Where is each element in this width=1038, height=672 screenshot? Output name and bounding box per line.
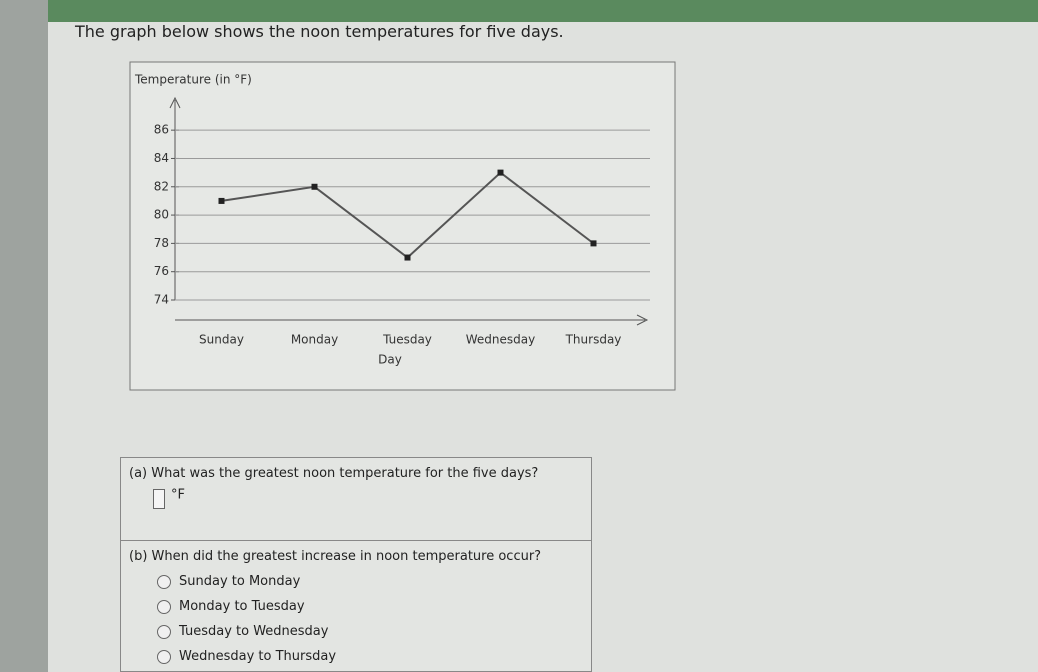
question-text: (b) When did the greatest increase in no…: [129, 549, 542, 564]
y-tick-label: 82: [154, 179, 169, 193]
intro-text: The graph below shows the noon temperatu…: [75, 22, 564, 41]
chart-frame: [129, 61, 676, 391]
x-tick-label: Wednesday: [466, 333, 535, 347]
x-tick-label: Thursday: [565, 333, 622, 347]
unit: °F: [171, 487, 185, 503]
y-axis-label: Temperature (in °F): [134, 73, 252, 87]
x-axis-label: Day: [378, 353, 402, 367]
data-point: [590, 240, 597, 247]
side-bar: [0, 0, 48, 672]
y-tick-label: 80: [154, 208, 169, 222]
data-point: [497, 169, 504, 176]
option-label: Monday to Tuesday: [179, 599, 305, 614]
answer-input[interactable]: [153, 489, 165, 509]
option-label: Tuesday to Wednesday: [179, 624, 329, 639]
option[interactable]: Sunday to Monday: [157, 574, 583, 589]
question-b: (b) When did the greatest increase in no…: [120, 540, 592, 672]
data-point: [218, 197, 225, 204]
y-tick-label: 76: [154, 264, 169, 278]
radio[interactable]: [157, 574, 171, 589]
y-tick-label: 74: [154, 293, 169, 307]
option[interactable]: Wednesday to Thursday: [157, 649, 583, 664]
question-a: (a) What was the greatest noon temperatu…: [120, 457, 592, 541]
y-arrow: [169, 96, 181, 109]
question-text: (a) What was the greatest noon temperatu…: [129, 466, 539, 481]
option[interactable]: Monday to Tuesday: [157, 599, 583, 614]
y-tick-label: 78: [154, 236, 169, 250]
x-tick-label: Tuesday: [382, 333, 432, 347]
x-arrow: [636, 314, 649, 326]
option-label: Sunday to Monday: [179, 574, 301, 589]
y-tick-label: 86: [154, 123, 169, 137]
data-point: [404, 254, 411, 261]
radio[interactable]: [157, 649, 171, 664]
y-tick-label: 84: [154, 151, 169, 165]
top-bar: [0, 0, 1038, 22]
option[interactable]: Tuesday to Wednesday: [157, 624, 583, 639]
option-label: Wednesday to Thursday: [179, 649, 337, 664]
x-tick-label: Sunday: [199, 333, 244, 347]
radio[interactable]: [157, 624, 171, 639]
x-tick-label: Monday: [291, 333, 338, 347]
data-point: [311, 183, 318, 190]
radio[interactable]: [157, 599, 171, 614]
